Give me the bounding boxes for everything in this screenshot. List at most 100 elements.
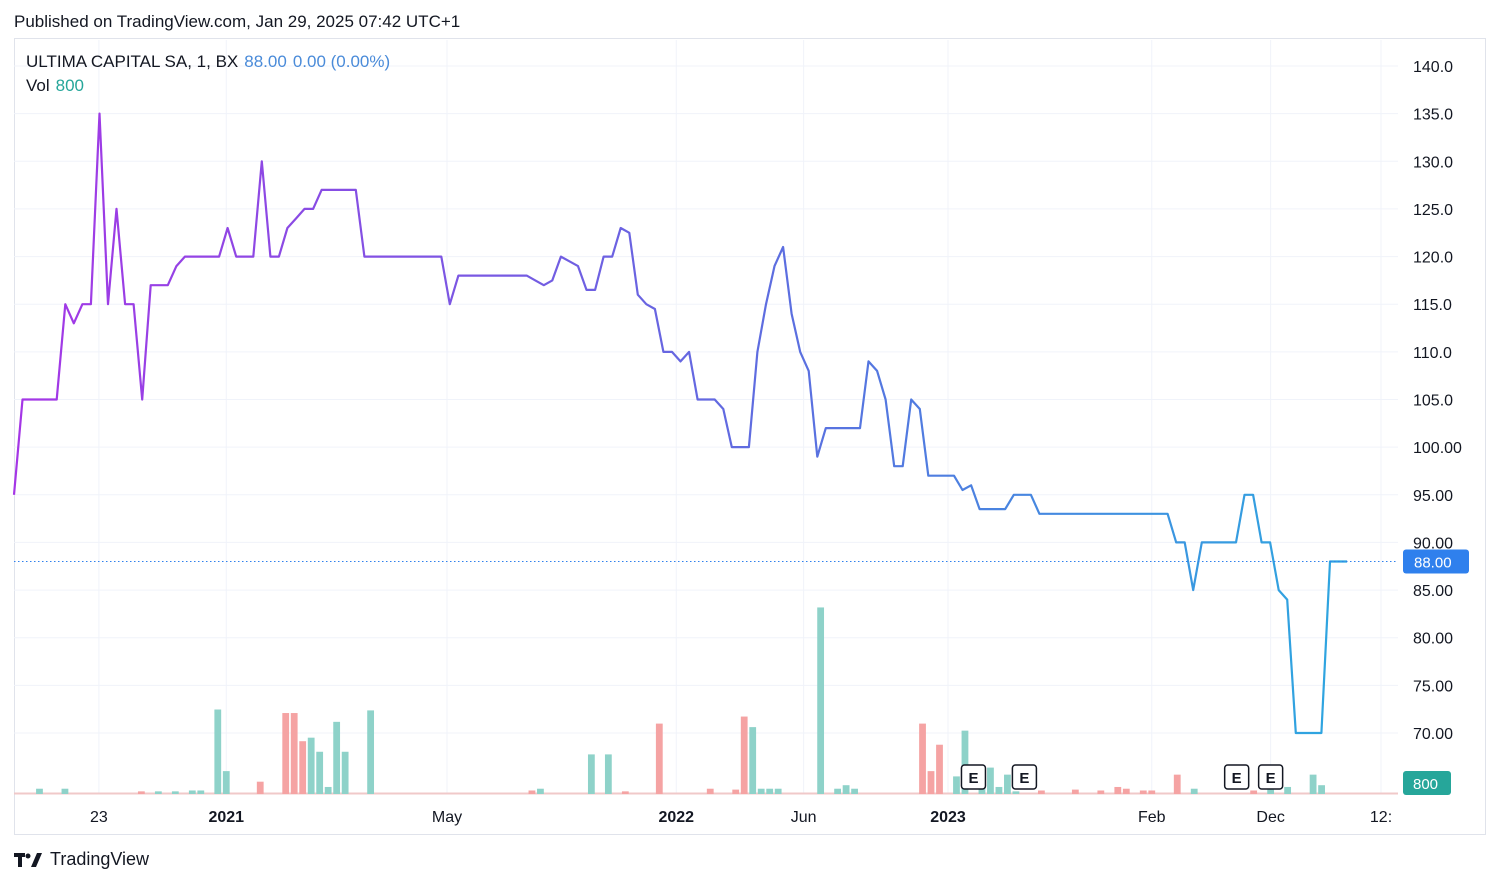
volume-bar bbox=[936, 744, 943, 794]
x-tick-label: 2022 bbox=[658, 809, 694, 826]
volume-bar bbox=[1267, 789, 1275, 794]
x-axis[interactable]: 23 2021 May 2022 Jun 2023 Feb Dec 12: bbox=[90, 809, 1392, 826]
published-line: Published on TradingView.com, Jan 29, 20… bbox=[14, 12, 461, 31]
volume-bar bbox=[1148, 790, 1156, 794]
volume-bar bbox=[188, 790, 196, 794]
y-tick-label: 105.0 bbox=[1413, 393, 1453, 410]
volume-bar bbox=[1012, 791, 1020, 794]
volume-bar bbox=[1139, 790, 1147, 794]
last-price-badge-label: 88.00 bbox=[1414, 554, 1452, 571]
axis-badges: 88.00 800 bbox=[1403, 549, 1469, 795]
chart-legend: ULTIMA CAPITAL SA, 1, BX 88.00 0.00 (0.00%… bbox=[26, 50, 390, 98]
volume-bar bbox=[1309, 774, 1317, 794]
volume-bar bbox=[587, 754, 595, 794]
earnings-marker-label: E bbox=[1232, 770, 1242, 787]
x-tick-label: Feb bbox=[1138, 809, 1166, 826]
volume-bar bbox=[137, 791, 145, 794]
y-tick-label: 120.0 bbox=[1413, 250, 1453, 267]
volume-bar bbox=[1284, 786, 1292, 794]
volume-bar bbox=[757, 788, 765, 794]
grid bbox=[14, 40, 1398, 793]
y-tick-label: 125.0 bbox=[1413, 202, 1453, 219]
volume-bar bbox=[749, 727, 757, 794]
last-price-badge: 88.00 bbox=[1403, 549, 1469, 574]
volume-bar bbox=[817, 607, 825, 794]
y-tick-label: 85.00 bbox=[1413, 583, 1453, 600]
volume-bar bbox=[1190, 788, 1198, 794]
volume-bar bbox=[740, 716, 748, 794]
volume-badge: 800 bbox=[1403, 771, 1451, 795]
volume-bar bbox=[537, 788, 544, 794]
volume-bar bbox=[732, 789, 740, 794]
volume-bar bbox=[604, 754, 612, 794]
y-tick-label: 135.0 bbox=[1413, 107, 1453, 124]
volume-bar bbox=[953, 776, 960, 794]
earnings-marker-label: E bbox=[1266, 770, 1276, 787]
x-tick-label: 2023 bbox=[930, 809, 966, 826]
volume-bar bbox=[367, 710, 375, 794]
volume-bar bbox=[927, 771, 935, 794]
volume-bar bbox=[324, 786, 332, 794]
y-axis[interactable]: 140.0 135.0 130.0 125.0 120.0 115.0 110.0 105.0… bbox=[1413, 59, 1462, 743]
symbol-name[interactable]: ULTIMA CAPITAL SA, 1, BX bbox=[26, 52, 239, 71]
volume-bar bbox=[36, 788, 43, 794]
volume-bar bbox=[307, 737, 315, 794]
y-tick-label: 140.0 bbox=[1413, 59, 1453, 76]
volume-bar bbox=[834, 788, 842, 794]
volume-bar bbox=[842, 785, 850, 794]
legend-price-row: ULTIMA CAPITAL SA, 1, BX 88.00 0.00 (0.00%… bbox=[26, 50, 390, 74]
volume-bar bbox=[1173, 774, 1181, 794]
volume-bar bbox=[1122, 788, 1130, 794]
volume-bar bbox=[256, 781, 264, 794]
x-tick-label: 2021 bbox=[208, 809, 244, 826]
volume-bar bbox=[995, 786, 1003, 794]
volume-bar bbox=[655, 723, 663, 794]
tradingview-brand[interactable]: TradingView bbox=[14, 849, 149, 870]
volume-bar bbox=[197, 790, 205, 794]
last-price-badge-box bbox=[1403, 549, 1469, 574]
volume-value: 800 bbox=[55, 76, 85, 95]
earnings-marker-box bbox=[1223, 764, 1250, 790]
brand-name: TradingView bbox=[50, 849, 150, 869]
y-tick-label: 90.00 bbox=[1413, 535, 1453, 552]
earnings-marker-label: E bbox=[1019, 770, 1029, 787]
y-tick-label: 75.00 bbox=[1413, 678, 1453, 695]
y-tick-label: 95.00 bbox=[1413, 488, 1453, 505]
earnings-marker-label: E bbox=[968, 770, 978, 787]
volume-badge-label: 800 bbox=[1413, 776, 1438, 793]
volume-bar bbox=[621, 791, 629, 794]
volume-bar bbox=[341, 751, 349, 794]
volume-bar bbox=[1097, 790, 1105, 794]
price-change: 0.00 (0.00%) bbox=[292, 52, 391, 71]
volume-bar bbox=[1004, 774, 1011, 794]
y-tick-label: 70.00 bbox=[1413, 726, 1453, 743]
y-tick-label: 100.00 bbox=[1413, 440, 1462, 457]
earnings-marker: E bbox=[1223, 764, 1250, 790]
volume-bar bbox=[1071, 789, 1079, 794]
x-tick-label: 23 bbox=[90, 809, 108, 826]
legend-volume-row: Vol 800 bbox=[26, 74, 390, 98]
x-tick-label: May bbox=[432, 809, 462, 826]
last-price: 88.00 bbox=[244, 52, 287, 71]
volume-bar bbox=[1037, 790, 1045, 794]
volume-bar bbox=[222, 771, 230, 794]
volume-bar bbox=[766, 788, 774, 794]
volume-bar bbox=[61, 788, 69, 794]
volume-bar bbox=[282, 713, 290, 794]
volume-bar bbox=[333, 721, 341, 794]
x-tick-label: 12: bbox=[1370, 809, 1392, 826]
volume-label[interactable]: Vol bbox=[26, 76, 50, 95]
price-series bbox=[12, 112, 1398, 735]
earnings-marker-box bbox=[1011, 764, 1038, 790]
volume-bar bbox=[1114, 786, 1122, 794]
volume-bar bbox=[774, 788, 782, 794]
volume-bar bbox=[316, 751, 324, 794]
volume-bar bbox=[961, 730, 969, 794]
earnings-marker-box bbox=[1257, 764, 1284, 790]
volume-bar bbox=[214, 709, 222, 794]
volume-bars bbox=[14, 607, 1398, 795]
volume-bar bbox=[171, 791, 179, 794]
y-tick-label: 115.0 bbox=[1413, 297, 1452, 314]
